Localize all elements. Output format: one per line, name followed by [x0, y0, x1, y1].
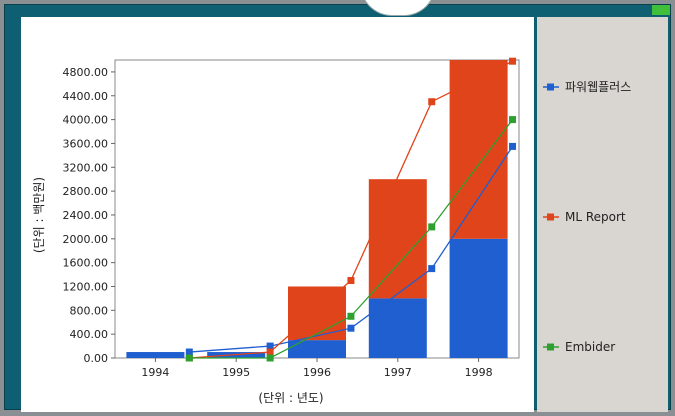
- legend-marker: [547, 343, 554, 351]
- series-point: [428, 223, 436, 231]
- chart-window: (단위 : 백만원) (단위 : 년도) 0.00 400.00 800.00 120…: [4, 4, 671, 412]
- legend-label: Embider: [565, 340, 615, 354]
- x-tick-label: 1996: [303, 366, 331, 379]
- x-tick-label: 1994: [141, 366, 169, 379]
- series-point: [509, 57, 517, 65]
- series-point: [428, 98, 436, 106]
- y-tick-label: 4000.00: [63, 114, 109, 127]
- bar-segment: [449, 238, 508, 358]
- legend-marker: [547, 213, 554, 221]
- bar-segment: [368, 298, 427, 358]
- y-tick-label: 800.00: [70, 304, 109, 317]
- x-axis-label: (단위 : 년도): [258, 391, 323, 405]
- legend: 파워웹플러스 ML Report Embider: [543, 80, 631, 354]
- series-point: [509, 116, 517, 124]
- chart: (단위 : 백만원) (단위 : 년도) 0.00 400.00 800.00 120…: [32, 57, 520, 405]
- x-tick-label: 1998: [465, 366, 493, 379]
- x-tick-label: 1995: [222, 366, 250, 379]
- series-point: [266, 342, 274, 350]
- y-tick-label: 4800.00: [63, 66, 109, 79]
- y-tick-label: 2400.00: [63, 209, 109, 222]
- bar-segment: [288, 286, 346, 341]
- window-corner-accent: [652, 5, 670, 15]
- series-point: [347, 324, 355, 332]
- y-tick-label: 1600.00: [63, 257, 109, 270]
- legend-label: ML Report: [565, 210, 626, 224]
- y-tick-label: 3200.00: [63, 161, 109, 174]
- y-tick-label: 400.00: [70, 328, 109, 341]
- x-tick-label: 1997: [384, 366, 412, 379]
- series-point: [266, 348, 274, 356]
- y-tick-label: 0.00: [84, 352, 109, 365]
- series-point: [347, 277, 355, 285]
- plot-panel: (단위 : 백만원) (단위 : 년도) 0.00 400.00 800.00 120…: [21, 17, 534, 412]
- legend-label: 파워웹플러스: [565, 80, 631, 94]
- y-tick-label: 3600.00: [63, 137, 109, 150]
- y-tick-label: 1200.00: [63, 280, 109, 293]
- series-point: [185, 348, 193, 356]
- bar-segment: [368, 179, 427, 299]
- bar-segment: [449, 60, 508, 239]
- y-tick-label: 2000.00: [63, 233, 109, 246]
- y-tick-label: 4400.00: [63, 90, 109, 103]
- series-point: [185, 354, 193, 362]
- series-point: [509, 142, 517, 150]
- y-axis-label: (단위 : 백만원): [32, 177, 46, 253]
- bar-segment: [126, 352, 185, 358]
- series-point: [347, 312, 355, 320]
- legend-panel: 파워웹플러스 ML Report Embider: [537, 17, 668, 412]
- series-point: [266, 354, 274, 362]
- y-tick-label: 2800.00: [63, 185, 109, 198]
- bar-segment: [288, 340, 346, 358]
- legend-marker: [547, 83, 554, 91]
- series-point: [428, 265, 436, 273]
